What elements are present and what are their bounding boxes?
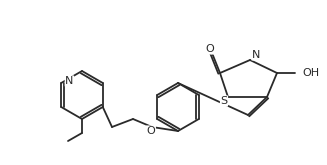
Text: N: N — [65, 76, 74, 86]
Text: O: O — [146, 126, 155, 136]
Text: N: N — [252, 50, 260, 60]
Text: S: S — [220, 96, 228, 106]
Text: O: O — [206, 44, 215, 54]
Text: OH: OH — [302, 68, 319, 78]
